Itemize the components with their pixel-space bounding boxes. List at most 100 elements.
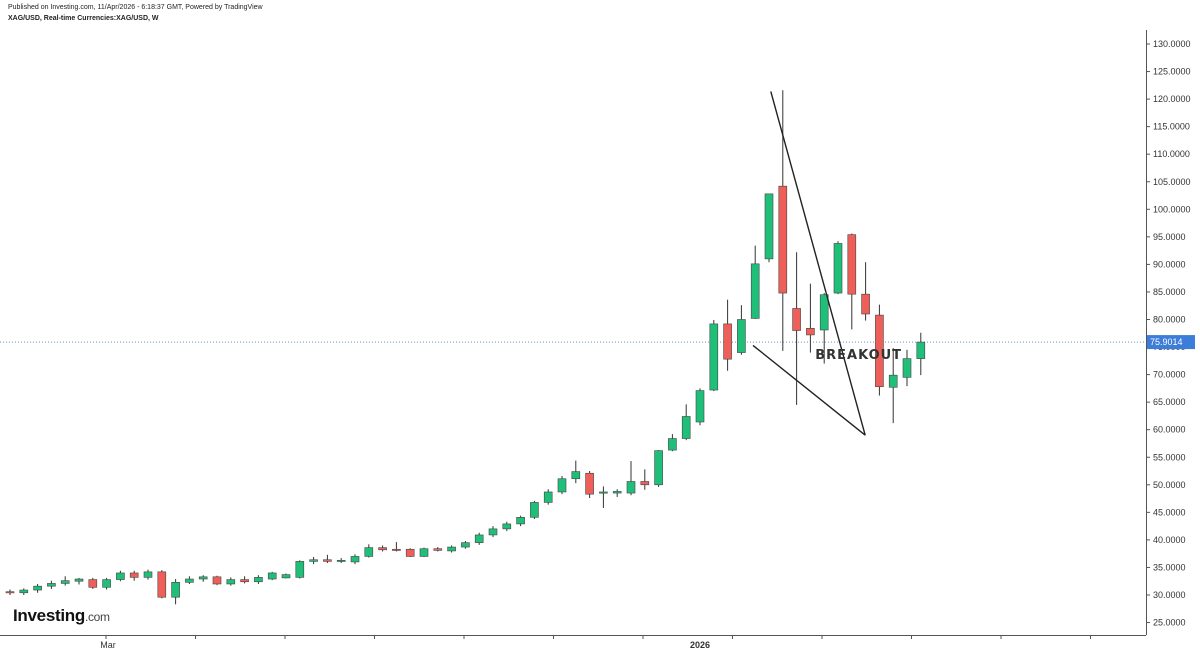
- candle-down[interactable]: [792, 308, 801, 331]
- logo-suffix: .com: [84, 610, 110, 624]
- candle-down[interactable]: [212, 576, 222, 585]
- candle-up[interactable]: [267, 572, 277, 580]
- trendline[interactable]: [770, 91, 866, 436]
- y-tick-label: 105.0000: [1153, 177, 1191, 187]
- candle-up[interactable]: [364, 547, 374, 557]
- candle-up[interactable]: [47, 583, 56, 587]
- candle-up[interactable]: [612, 491, 622, 494]
- symbol-info: XAG/USD, Real-time Currencies:XAG/USD, W: [8, 15, 159, 22]
- candle-up[interactable]: [543, 491, 553, 503]
- breakout-annotation: BREAKOUT: [815, 348, 902, 363]
- candle-up[interactable]: [888, 374, 898, 388]
- candle-up[interactable]: [198, 576, 208, 580]
- candle-up[interactable]: [74, 578, 84, 582]
- candle-down[interactable]: [640, 481, 650, 486]
- candle-up[interactable]: [474, 534, 484, 543]
- last-price-badge: [1147, 335, 1195, 350]
- candle-up[interactable]: [254, 577, 263, 583]
- candle-up[interactable]: [116, 572, 125, 580]
- candle-down[interactable]: [88, 579, 98, 588]
- candle-down[interactable]: [806, 328, 815, 336]
- candle-down[interactable]: [875, 314, 884, 388]
- logo-name: Investing: [13, 606, 85, 625]
- candle-up[interactable]: [819, 294, 829, 331]
- candle-up[interactable]: [447, 546, 456, 552]
- candle-up[interactable]: [488, 528, 498, 536]
- candle-up[interactable]: [143, 571, 153, 578]
- candle-up[interactable]: [668, 438, 677, 451]
- candle-up[interactable]: [502, 523, 512, 530]
- x-tick-label: 2026: [690, 640, 710, 650]
- candle-up[interactable]: [557, 478, 567, 493]
- candle-down[interactable]: [405, 548, 415, 557]
- y-tick-label: 50.0000: [1153, 480, 1186, 490]
- y-tick-label: 40.0000: [1153, 535, 1186, 545]
- candle-down[interactable]: [585, 472, 594, 495]
- candle-up[interactable]: [764, 193, 774, 260]
- candle-up[interactable]: [750, 263, 760, 319]
- candle-down[interactable]: [240, 579, 249, 583]
- candle-up[interactable]: [902, 358, 912, 378]
- candle-down[interactable]: [861, 293, 870, 315]
- y-tick-label: 115.0000: [1153, 122, 1190, 132]
- y-tick-label: 110.0000: [1153, 149, 1190, 159]
- candle-up[interactable]: [185, 578, 194, 583]
- candle-up[interactable]: [102, 579, 111, 588]
- candle-up[interactable]: [833, 243, 843, 294]
- candle-up[interactable]: [916, 341, 926, 359]
- candle-down[interactable]: [433, 548, 443, 551]
- y-tick-label: 70.0000: [1153, 370, 1186, 380]
- candle-down[interactable]: [129, 572, 139, 578]
- candle-up[interactable]: [599, 491, 608, 494]
- investing-logo: Investing.com: [13, 606, 110, 626]
- candle-up[interactable]: [350, 556, 360, 563]
- candle-down[interactable]: [378, 547, 387, 551]
- y-tick-label: 60.0000: [1153, 425, 1186, 435]
- candle-down[interactable]: [392, 548, 401, 551]
- candle-up[interactable]: [171, 582, 180, 598]
- candle-up[interactable]: [571, 471, 581, 480]
- candle-up[interactable]: [695, 390, 705, 423]
- y-tick-label: 130.0000: [1153, 39, 1191, 49]
- candle-down[interactable]: [5, 591, 15, 594]
- y-tick-label: 55.0000: [1153, 452, 1186, 462]
- last-price-label: 75.9014: [1150, 337, 1183, 347]
- y-tick-label: 45.0000: [1153, 507, 1186, 517]
- y-tick-label: 30.0000: [1153, 590, 1186, 600]
- candle-down[interactable]: [723, 323, 732, 360]
- y-tick-label: 35.0000: [1153, 562, 1186, 572]
- candle-up[interactable]: [709, 323, 719, 391]
- candle-up[interactable]: [681, 416, 691, 439]
- y-tick-label: 95.0000: [1153, 232, 1186, 242]
- x-tick-label: Mar: [100, 640, 116, 650]
- y-tick-label: 25.0000: [1153, 618, 1186, 628]
- y-tick-label: 120.0000: [1153, 94, 1191, 104]
- trendline[interactable]: [752, 344, 866, 436]
- candle-down[interactable]: [778, 185, 788, 294]
- candle-up[interactable]: [626, 481, 636, 494]
- y-tick-label: 90.0000: [1153, 259, 1186, 269]
- published-info: Published on Investing.com, 11/Apr/2026 …: [8, 4, 263, 11]
- candle-up[interactable]: [419, 548, 429, 557]
- candle-up[interactable]: [19, 589, 29, 594]
- candle-up[interactable]: [336, 559, 346, 562]
- y-tick-label: 100.0000: [1153, 204, 1191, 214]
- y-tick-label: 65.0000: [1153, 397, 1186, 407]
- candle-up[interactable]: [226, 579, 236, 585]
- candle-up[interactable]: [530, 502, 539, 518]
- candle-down[interactable]: [157, 571, 167, 598]
- candle-up[interactable]: [295, 561, 305, 578]
- candle-up[interactable]: [60, 580, 70, 584]
- candle-up[interactable]: [737, 319, 746, 353]
- y-tick-label: 85.0000: [1153, 287, 1186, 297]
- candle-up[interactable]: [654, 450, 663, 486]
- candle-up[interactable]: [461, 542, 470, 548]
- candle-up[interactable]: [516, 517, 525, 525]
- candle-down[interactable]: [847, 234, 857, 295]
- y-tick-label: 80.0000: [1153, 315, 1186, 325]
- candle-up[interactable]: [309, 559, 318, 562]
- candle-up[interactable]: [281, 574, 291, 579]
- candle-up[interactable]: [33, 585, 42, 591]
- candle-down[interactable]: [323, 559, 332, 562]
